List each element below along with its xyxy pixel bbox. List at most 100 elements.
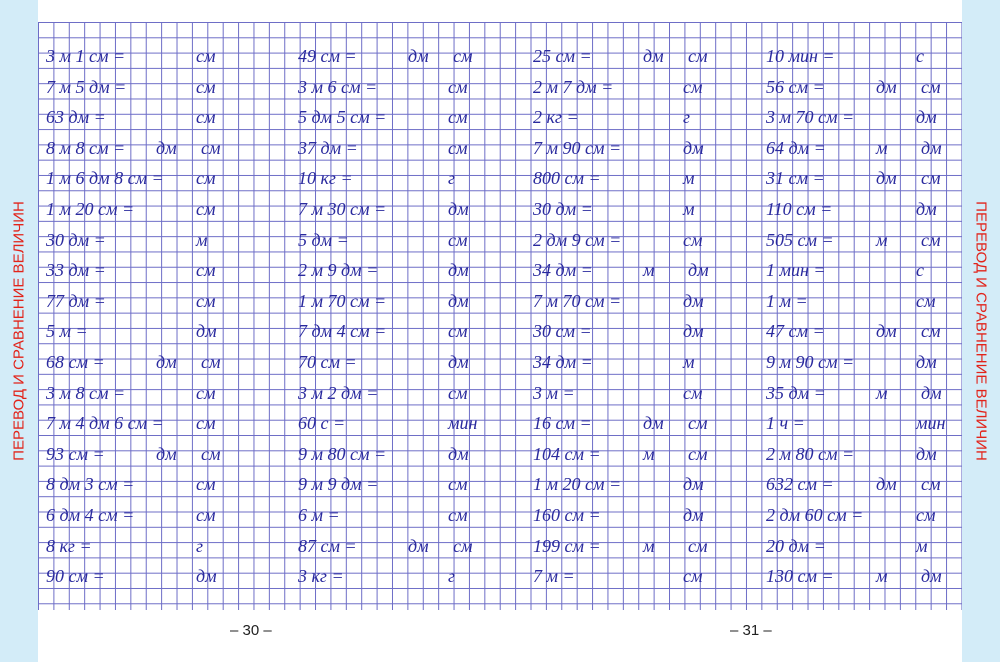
- unit: дм: [448, 260, 469, 281]
- unit: дм: [448, 352, 469, 372]
- expression: 6 м =: [298, 505, 340, 525]
- unit: дм: [916, 107, 937, 128]
- unit: дм: [921, 137, 942, 158]
- expression: 6 дм 4 см =: [46, 505, 135, 525]
- expression: 2 м 7 дм =: [533, 76, 614, 97]
- expression: 35 дм =: [766, 382, 826, 403]
- expression: 2 м 80 см =: [766, 443, 855, 464]
- unit: см: [688, 535, 708, 556]
- unit: г: [196, 535, 204, 556]
- unit: дм: [916, 352, 937, 372]
- expression: 7 м 70 см =: [533, 290, 622, 311]
- unit: см: [448, 137, 468, 158]
- expression: 7 м 90 см =: [533, 137, 622, 158]
- expression: 10 кг =: [298, 168, 353, 189]
- expression: 104 см =: [533, 443, 601, 464]
- unit: см: [453, 535, 473, 556]
- unit: дм: [921, 566, 942, 587]
- expression: 93 см =: [46, 443, 105, 464]
- expression: 5 дм =: [298, 229, 349, 250]
- expression: 2 дм 60 см =: [766, 505, 864, 525]
- unit: с: [916, 260, 924, 281]
- unit: дм: [916, 199, 937, 219]
- expression: 30 дм =: [533, 199, 593, 219]
- unit: м: [683, 199, 695, 219]
- unit: м: [916, 535, 928, 556]
- unit: см: [196, 382, 216, 403]
- expression: 199 см =: [533, 535, 601, 556]
- unit: дм: [196, 566, 217, 587]
- unit: см: [683, 382, 703, 403]
- expression: 505 см =: [766, 229, 834, 250]
- expression: 9 м 80 см =: [298, 443, 387, 464]
- expression: 63 дм =: [46, 107, 106, 128]
- expression: 3 м 6 см =: [298, 76, 378, 97]
- unit: дм: [643, 413, 664, 434]
- unit: с: [916, 46, 924, 66]
- unit: г: [683, 107, 691, 128]
- top-margin: [38, 0, 962, 22]
- unit: дм: [683, 474, 704, 495]
- expression: 47 см =: [766, 321, 825, 342]
- expression: 3 м =: [533, 382, 575, 403]
- expression: 20 дм =: [766, 535, 826, 556]
- expression: 3 м 70 см =: [766, 107, 855, 128]
- unit: см: [196, 260, 216, 281]
- unit: см: [201, 352, 221, 372]
- expression: 33 дм =: [46, 260, 106, 281]
- expression: 90 см =: [46, 566, 105, 587]
- expression: 34 дм =: [533, 260, 593, 281]
- unit: см: [921, 168, 941, 189]
- unit: см: [448, 76, 468, 97]
- unit: дм: [448, 443, 469, 464]
- unit: м: [876, 229, 888, 250]
- expression: 8 м 8 см =: [46, 137, 126, 158]
- expression: 2 кг =: [533, 107, 579, 128]
- unit: дм: [196, 321, 217, 342]
- expression: 25 см =: [533, 46, 592, 66]
- unit: м: [643, 260, 655, 281]
- expression: 800 см =: [533, 168, 601, 189]
- unit: дм: [643, 46, 664, 66]
- unit: см: [916, 290, 936, 311]
- unit: м: [683, 352, 695, 372]
- unit: дм: [876, 168, 897, 189]
- expression: 3 м 1 см =: [46, 46, 126, 66]
- unit: см: [196, 199, 216, 219]
- expression: 7 дм 4 см =: [298, 321, 387, 342]
- unit: см: [921, 321, 941, 342]
- unit: дм: [448, 199, 469, 219]
- unit: дм: [916, 443, 937, 464]
- unit: см: [201, 137, 221, 158]
- unit: дм: [876, 321, 897, 342]
- unit: см: [688, 46, 708, 66]
- expression: 3 м 8 см =: [46, 382, 126, 403]
- unit: см: [448, 321, 468, 342]
- unit: м: [643, 535, 655, 556]
- expression: 632 см =: [766, 474, 834, 495]
- unit: см: [453, 46, 473, 66]
- unit: см: [201, 443, 221, 464]
- expression: 1 м 6 дм 8 см =: [46, 168, 164, 189]
- expression: 7 м 5 дм =: [46, 76, 127, 97]
- unit: см: [688, 443, 708, 464]
- unit: г: [448, 168, 456, 189]
- expression: 2 дм 9 см =: [533, 229, 622, 250]
- expression: 130 см =: [766, 566, 834, 587]
- unit: см: [448, 382, 468, 403]
- unit: см: [916, 505, 936, 525]
- unit: см: [448, 107, 468, 128]
- side-title: ПЕРЕВОД И СРАВНЕНИЕ ВЕЛИЧИН: [972, 201, 990, 461]
- unit: см: [688, 413, 708, 434]
- unit: см: [448, 474, 468, 495]
- expression: 7 м =: [533, 566, 575, 587]
- unit: см: [196, 168, 216, 189]
- expression: 70 см =: [298, 352, 357, 372]
- expression: 64 дм =: [766, 137, 826, 158]
- expression: 56 см =: [766, 76, 825, 97]
- unit: см: [921, 229, 941, 250]
- expression: 1 ч =: [766, 413, 805, 434]
- expression: 1 м 20 см =: [533, 474, 622, 495]
- unit: дм: [921, 382, 942, 403]
